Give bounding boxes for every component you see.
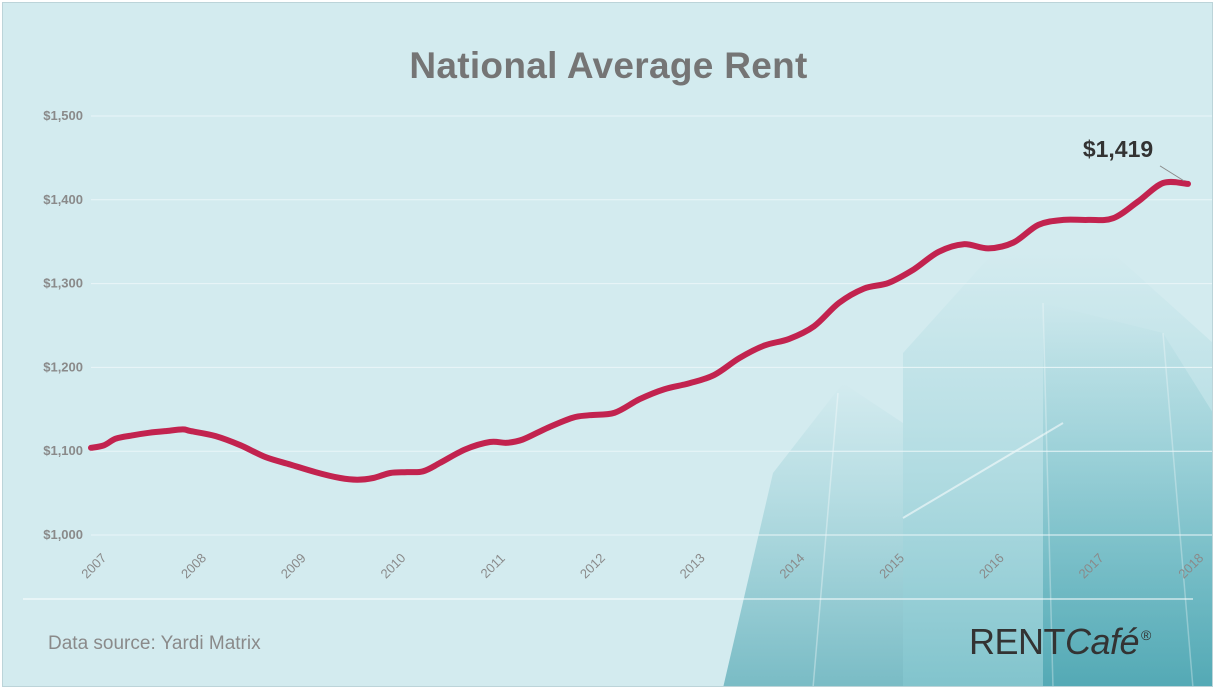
- y-tick-label: $1,000: [43, 527, 83, 542]
- x-tick-label: 2013: [677, 550, 708, 581]
- annotations: $1,419: [1083, 136, 1185, 182]
- x-tick-label: 2010: [377, 550, 408, 581]
- x-tick-label: 2009: [278, 550, 309, 581]
- y-tick-label: $1,100: [43, 443, 83, 458]
- x-tick-label: 2008: [178, 550, 209, 581]
- logo-accent: Café: [1065, 621, 1140, 662]
- source-note: Data source: Yardi Matrix: [48, 633, 261, 654]
- grid-lines: [91, 115, 1212, 536]
- chart-title: National Average Rent: [409, 45, 808, 86]
- rentcafe-logo: RENTCafé ®: [969, 621, 1151, 663]
- y-tick-label: $1,300: [43, 276, 83, 291]
- y-tick-label: $1,500: [43, 108, 83, 123]
- y-axis-ticks: $1,000 $1,100 $1,200 $1,300 $1,400 $1,500: [43, 108, 83, 542]
- y-tick-label: $1,400: [43, 192, 83, 207]
- logo-mark: ®: [1141, 627, 1151, 643]
- x-tick-label: 2012: [577, 550, 608, 581]
- y-tick-label: $1,200: [43, 359, 83, 374]
- x-tick-label: 2007: [78, 550, 109, 581]
- logo-main: RENT: [969, 621, 1066, 662]
- annotation-leader: [1159, 165, 1185, 182]
- annotation-label: $1,419: [1083, 136, 1153, 162]
- building-background: [723, 253, 1212, 686]
- x-tick-label: 2011: [478, 551, 508, 581]
- chart-canvas: $1,000 $1,100 $1,200 $1,300 $1,400 $1,500 200…: [23, 108, 1212, 686]
- series-line: [88, 178, 1191, 483]
